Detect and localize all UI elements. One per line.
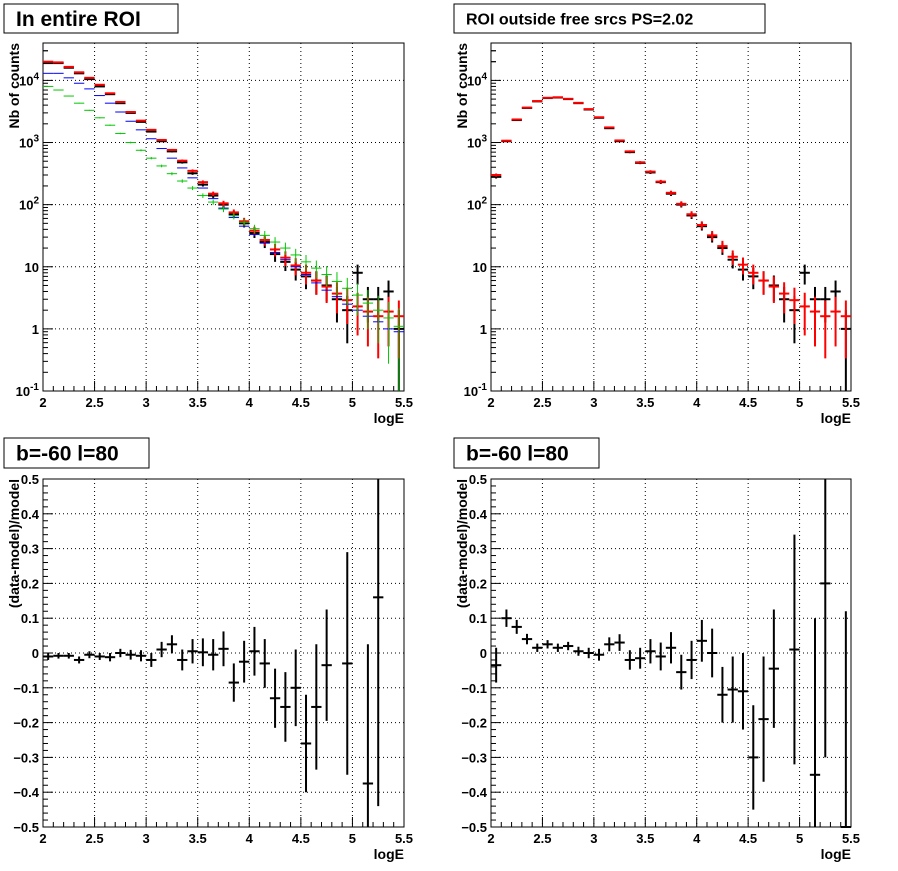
series-red bbox=[491, 96, 851, 359]
x-tick-label: 3 bbox=[590, 831, 597, 846]
series-green bbox=[43, 85, 404, 391]
y-tick-label: 0.3 bbox=[21, 542, 39, 557]
y-axis-label: (data-model)/model bbox=[454, 479, 470, 608]
y-tick-label: −0.4 bbox=[461, 785, 487, 800]
y-tick-label: 10-1 bbox=[16, 382, 40, 399]
chart-title: In entire ROI bbox=[16, 8, 141, 31]
x-axis-label: logE bbox=[374, 410, 404, 426]
x-tick-label: 2.5 bbox=[533, 831, 551, 846]
x-tick-label: 2.5 bbox=[86, 395, 104, 410]
x-axis-label: logE bbox=[821, 846, 851, 862]
y-tick-label: −0.1 bbox=[461, 681, 487, 696]
x-axis-label: logE bbox=[374, 846, 404, 862]
x-tick-label: 2.5 bbox=[533, 395, 551, 410]
y-tick-label: 1 bbox=[32, 322, 39, 337]
x-tick-label: 5.5 bbox=[842, 831, 860, 846]
x-tick-label: 5 bbox=[349, 395, 356, 410]
x-tick-label: 3.5 bbox=[636, 831, 654, 846]
y-tick-label: −0.2 bbox=[461, 716, 487, 731]
y-tick-label: −0.3 bbox=[13, 750, 39, 765]
x-tick-label: 5 bbox=[796, 831, 803, 846]
y-tick-label: 103 bbox=[19, 134, 39, 151]
y-tick-label: 0.3 bbox=[469, 542, 487, 557]
plot-frame bbox=[42, 42, 405, 392]
y-axis-label: Nb of counts bbox=[454, 43, 470, 129]
y-tick-label: 0 bbox=[480, 646, 487, 661]
panel-spectrum-entire-roi: 2 2.5 3 3.5 4 4.5 5 5.5 10-1 1 10 102 103 104 logE Nb o… bbox=[3, 3, 413, 426]
x-tick-label: 4.5 bbox=[292, 831, 310, 846]
x-tick-label: 2 bbox=[39, 831, 46, 846]
y-tick-label: 104 bbox=[19, 71, 39, 88]
y-tick-label: −0.4 bbox=[13, 785, 39, 800]
title-box bbox=[3, 3, 179, 34]
y-tick-label: 102 bbox=[467, 196, 487, 213]
y-tick-label: 0.4 bbox=[21, 507, 40, 522]
x-tick-label: 2.5 bbox=[86, 831, 104, 846]
series-black bbox=[491, 479, 851, 828]
panel-spectrum-outside-sources: 2 2.5 3 3.5 4 4.5 5 5.5 10-1 1 10 102 103 104 logE Nb o… bbox=[453, 3, 860, 426]
panel-residuals-right: 2 2.5 3 3.5 4 4.5 5 5.5 −0.5 −0.4 −0.3 −0.2 −0.1 0 0.1… bbox=[453, 437, 860, 862]
x-tick-label: 5 bbox=[796, 395, 803, 410]
x-tick-label: 2 bbox=[39, 395, 46, 410]
x-tick-label: 4 bbox=[246, 831, 254, 846]
x-tick-label: 4.5 bbox=[739, 395, 757, 410]
y-tick-label: 10 bbox=[473, 260, 487, 275]
x-tick-label: 5 bbox=[349, 831, 356, 846]
y-tick-label: 0.4 bbox=[469, 507, 488, 522]
y-tick-label: −0.2 bbox=[13, 716, 39, 731]
y-tick-label: 10 bbox=[25, 260, 39, 275]
y-tick-label: −0.1 bbox=[13, 681, 39, 696]
y-tick-label: 0.2 bbox=[21, 576, 39, 591]
x-tick-label: 5.5 bbox=[395, 395, 413, 410]
x-axis-label: logE bbox=[821, 410, 851, 426]
y-tick-label: −0.5 bbox=[461, 820, 487, 835]
x-tick-label: 3.5 bbox=[636, 395, 654, 410]
y-tick-label: 0.5 bbox=[21, 472, 39, 487]
y-tick-label: 10-1 bbox=[464, 382, 488, 399]
panel-residuals-left: 2 2.5 3 3.5 4 4.5 5 5.5 −0.5 −0.4 −0.3 −0.2 −0.1 0 0.1… bbox=[3, 437, 413, 862]
x-tick-label: 5.5 bbox=[842, 395, 860, 410]
y-tick-label: 0 bbox=[32, 646, 39, 661]
x-tick-label: 3 bbox=[143, 395, 150, 410]
plot-frame bbox=[490, 42, 852, 392]
x-tick-label: 3 bbox=[590, 395, 597, 410]
y-tick-label: 103 bbox=[467, 134, 487, 151]
x-tick-label: 2 bbox=[487, 831, 494, 846]
series-black bbox=[43, 479, 384, 827]
chart-title: b=-60 l=80 bbox=[466, 443, 569, 466]
y-tick-label: 1 bbox=[480, 322, 487, 337]
y-tick-label: 0.2 bbox=[469, 576, 487, 591]
y-tick-label: 0.1 bbox=[469, 611, 487, 626]
x-tick-label: 4 bbox=[693, 395, 701, 410]
x-tick-label: 3 bbox=[143, 831, 150, 846]
chart-title: ROI outside free srcs PS=2.02 bbox=[466, 11, 693, 28]
title-box bbox=[3, 437, 150, 469]
title-box bbox=[453, 3, 766, 34]
y-tick-label: −0.3 bbox=[461, 750, 487, 765]
y-tick-label: −0.5 bbox=[13, 820, 39, 835]
y-axis-label: (data-model)/model bbox=[6, 479, 22, 608]
x-tick-label: 5.5 bbox=[395, 831, 413, 846]
x-tick-label: 3.5 bbox=[189, 831, 207, 846]
series-blue bbox=[43, 72, 404, 333]
y-axis-label: Nb of counts bbox=[6, 43, 22, 129]
y-tick-label: 102 bbox=[19, 196, 39, 213]
y-tick-label: 0.1 bbox=[21, 611, 39, 626]
x-tick-label: 3.5 bbox=[189, 395, 207, 410]
x-tick-label: 2 bbox=[487, 395, 494, 410]
x-tick-label: 4.5 bbox=[739, 831, 757, 846]
chart-title: b=-60 l=80 bbox=[16, 443, 119, 466]
y-tick-label: 104 bbox=[467, 71, 487, 88]
x-tick-label: 4.5 bbox=[292, 395, 310, 410]
y-tick-label: 0.5 bbox=[469, 472, 487, 487]
x-tick-label: 4 bbox=[693, 831, 701, 846]
title-box bbox=[453, 437, 600, 469]
x-tick-label: 4 bbox=[246, 395, 254, 410]
